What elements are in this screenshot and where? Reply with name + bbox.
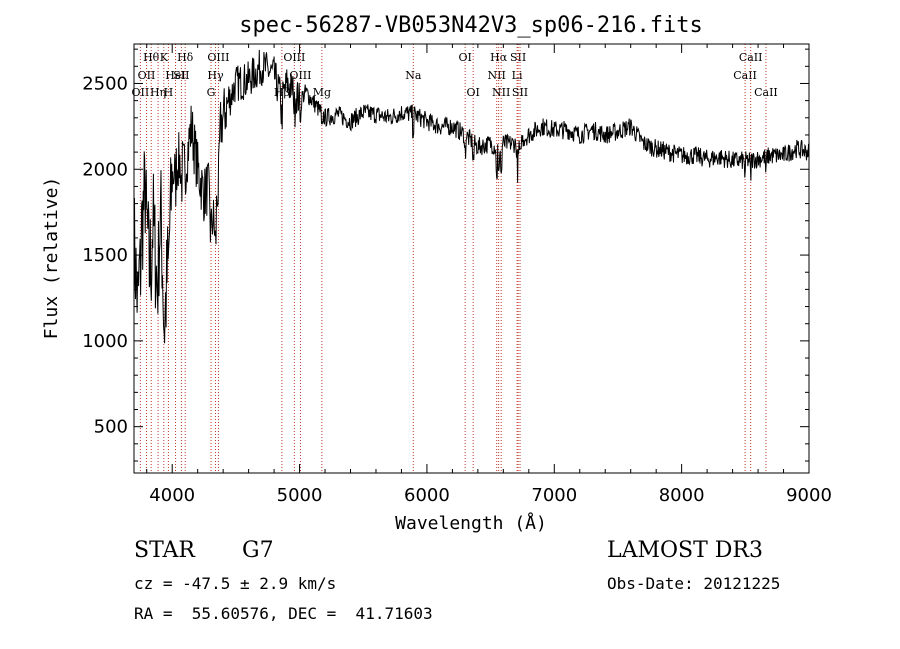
x-tick-label: 9000 xyxy=(786,485,832,506)
x-tick-label: 4000 xyxy=(149,485,195,506)
y-tick-label: 500 xyxy=(94,417,128,438)
line-label: HeI xyxy=(165,69,185,82)
line-label: CaII xyxy=(733,69,757,82)
line-label: Hη xyxy=(150,86,166,99)
redshift-cz: cz = -47.5 ± 2.9 km/s xyxy=(134,574,337,593)
x-axis-ticks: 4000 5000 6000 7000 8000 9000 xyxy=(146,44,832,506)
line-label: Na xyxy=(405,69,422,82)
line-label: NII xyxy=(492,86,510,99)
line-label: Hα xyxy=(490,51,508,64)
line-label: SII xyxy=(510,51,526,64)
x-tick-label: 6000 xyxy=(404,485,450,506)
line-label: Li xyxy=(512,69,523,82)
x-tick-label: 7000 xyxy=(531,485,577,506)
ra-dec-coordinates: RA = 55.60576, DEC = 41.71603 xyxy=(134,604,433,623)
line-label: Hδ xyxy=(177,51,194,64)
y-tick-label: 2000 xyxy=(82,159,128,180)
line-label: Hθ xyxy=(143,51,160,64)
line-label: Hγ xyxy=(207,69,224,82)
line-label: SII xyxy=(173,69,189,82)
spectrum-line xyxy=(133,49,810,344)
line-label: OII xyxy=(132,86,150,99)
plot-frame xyxy=(133,43,810,474)
line-label: OIII xyxy=(289,69,311,82)
survey-name: LAMOST DR3 xyxy=(607,538,763,563)
line-label: H xyxy=(164,86,174,99)
line-label: SII xyxy=(512,86,528,99)
line-label: G xyxy=(207,86,216,99)
object-class: STAR xyxy=(134,538,195,563)
line-label: NII xyxy=(488,69,506,82)
y-tick-label: 1500 xyxy=(82,245,128,266)
line-label: OIII xyxy=(207,51,229,64)
y-axis-label: Flux (relative) xyxy=(41,177,62,340)
line-label: OI xyxy=(458,51,471,64)
line-label: CaII xyxy=(739,51,763,64)
observation-date: Obs-Date: 20121225 xyxy=(607,574,781,593)
emission-line-markers: OIIOIIHθHηKHHeISIIHδGHγOIIIHβOIIIOIIIMgN… xyxy=(132,44,778,473)
x-axis-label: Wavelength (Å) xyxy=(395,512,547,534)
x-tick-label: 8000 xyxy=(659,485,705,506)
y-tick-label: 2500 xyxy=(82,73,128,94)
x-tick-label: 5000 xyxy=(277,485,323,506)
line-label: OIII xyxy=(283,51,305,64)
line-label: K xyxy=(160,51,169,64)
line-label: OII xyxy=(138,69,156,82)
line-label: CaII xyxy=(754,86,778,99)
line-label: Mg xyxy=(313,86,331,99)
y-axis-ticks: 500 1000 1500 2000 2500 xyxy=(82,48,809,462)
y-tick-label: 1000 xyxy=(82,331,128,352)
line-label: OI xyxy=(466,86,479,99)
chart-title: spec-56287-VB053N42V3_sp06-216.fits xyxy=(239,13,703,38)
object-subclass: G7 xyxy=(242,538,274,563)
